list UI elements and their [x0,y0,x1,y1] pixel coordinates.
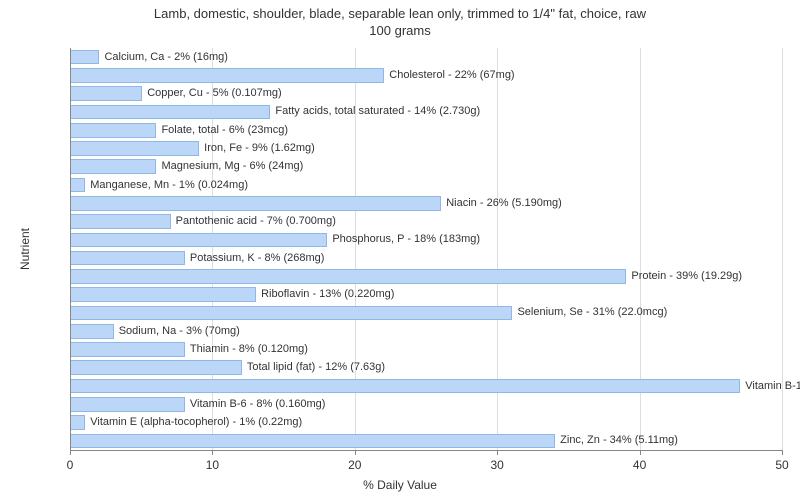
bar [70,434,555,449]
bar-row: Magnesium, Mg - 6% (24mg) [70,159,782,174]
bar-label: Folate, total - 6% (23mcg) [161,125,288,136]
bar-label: Fatty acids, total saturated - 14% (2.73… [275,106,480,117]
bar-row: Calcium, Ca - 2% (16mg) [70,50,782,65]
bar [70,287,256,302]
x-tick-label: 40 [633,458,646,472]
chart-title: Lamb, domestic, shoulder, blade, separab… [0,0,800,40]
bar-row: Niacin - 26% (5.190mg) [70,196,782,211]
bar [70,233,327,248]
bar-label: Calcium, Ca - 2% (16mg) [104,52,227,63]
bar [70,415,85,430]
x-tick-label: 10 [206,458,219,472]
bar [70,269,626,284]
x-tick-label: 0 [67,458,74,472]
bar [70,342,185,357]
bar-row: Zinc, Zn - 34% (5.11mg) [70,434,782,449]
x-tick-label: 50 [775,458,788,472]
bar-row: Copper, Cu - 5% (0.107mg) [70,86,782,101]
bar [70,196,441,211]
bar-label: Vitamin B-6 - 8% (0.160mg) [190,399,326,410]
bar-label: Riboflavin - 13% (0.220mg) [261,289,394,300]
bar-label: Pantothenic acid - 7% (0.700mg) [176,216,336,227]
bar-row: Vitamin B-6 - 8% (0.160mg) [70,397,782,412]
bar-label: Sodium, Na - 3% (70mg) [119,326,240,337]
x-tick-label: 20 [348,458,361,472]
bar-label: Potassium, K - 8% (268mg) [190,253,325,264]
bar-row: Potassium, K - 8% (268mg) [70,251,782,266]
bar-label: Copper, Cu - 5% (0.107mg) [147,88,282,99]
bar-row: Riboflavin - 13% (0.220mg) [70,287,782,302]
bar [70,105,270,120]
bar-row: Phosphorus, P - 18% (183mg) [70,233,782,248]
bar [70,123,156,138]
bar [70,178,85,193]
bar-label: Magnesium, Mg - 6% (24mg) [161,161,303,172]
x-tick-label: 30 [491,458,504,472]
bar-label: Iron, Fe - 9% (1.62mg) [204,143,315,154]
plot-area: Calcium, Ca - 2% (16mg) Cholesterol - 22%… [70,48,782,450]
x-tick-mark [782,450,783,455]
bar-label: Total lipid (fat) - 12% (7.63g) [247,362,385,373]
bar [70,68,384,83]
nutrient-chart: Lamb, domestic, shoulder, blade, separab… [0,0,800,500]
chart-title-line1: Lamb, domestic, shoulder, blade, separab… [0,6,800,23]
bar-row: Total lipid (fat) - 12% (7.63g) [70,360,782,375]
bar [70,86,142,101]
x-axis-title: % Daily Value [363,478,437,492]
bar-row: Selenium, Se - 31% (22.0mcg) [70,306,782,321]
bar-row: Pantothenic acid - 7% (0.700mg) [70,214,782,229]
bar [70,397,185,412]
bar-label: Thiamin - 8% (0.120mg) [190,344,308,355]
bar [70,324,114,339]
y-axis-line [70,48,71,450]
bar-row: Cholesterol - 22% (67mg) [70,68,782,83]
chart-title-line2: 100 grams [0,23,800,40]
bar [70,141,199,156]
bar-row: Protein - 39% (19.29g) [70,269,782,284]
bar-label: Zinc, Zn - 34% (5.11mg) [560,435,678,446]
bar [70,214,171,229]
bar [70,159,156,174]
bar [70,306,512,321]
bar-label: Selenium, Se - 31% (22.0mcg) [517,307,667,318]
bar [70,360,242,375]
bar [70,50,99,65]
bar-row: Thiamin - 8% (0.120mg) [70,342,782,357]
bar [70,379,740,394]
y-axis-title: Nutrient [18,228,32,270]
bar-row: Folate, total - 6% (23mcg) [70,123,782,138]
bar-row: Vitamin B-12 - 47% (2.83mcg) [70,379,782,394]
bar-label: Protein - 39% (19.29g) [631,271,742,282]
bar-row: Vitamin E (alpha-tocopherol) - 1% (0.22m… [70,415,782,430]
bar-label: Manganese, Mn - 1% (0.024mg) [90,180,248,191]
bar-row: Manganese, Mn - 1% (0.024mg) [70,178,782,193]
bar-row: Fatty acids, total saturated - 14% (2.73… [70,105,782,120]
bar-row: Iron, Fe - 9% (1.62mg) [70,141,782,156]
bar-label: Phosphorus, P - 18% (183mg) [332,234,480,245]
bar-label: Vitamin B-12 - 47% (2.83mcg) [745,381,800,392]
bar-row: Sodium, Na - 3% (70mg) [70,324,782,339]
bar-label: Cholesterol - 22% (67mg) [389,70,514,81]
x-axis-line [70,450,782,451]
bar-label: Vitamin E (alpha-tocopherol) - 1% (0.22m… [90,417,302,428]
bar [70,251,185,266]
bar-label: Niacin - 26% (5.190mg) [446,198,562,209]
